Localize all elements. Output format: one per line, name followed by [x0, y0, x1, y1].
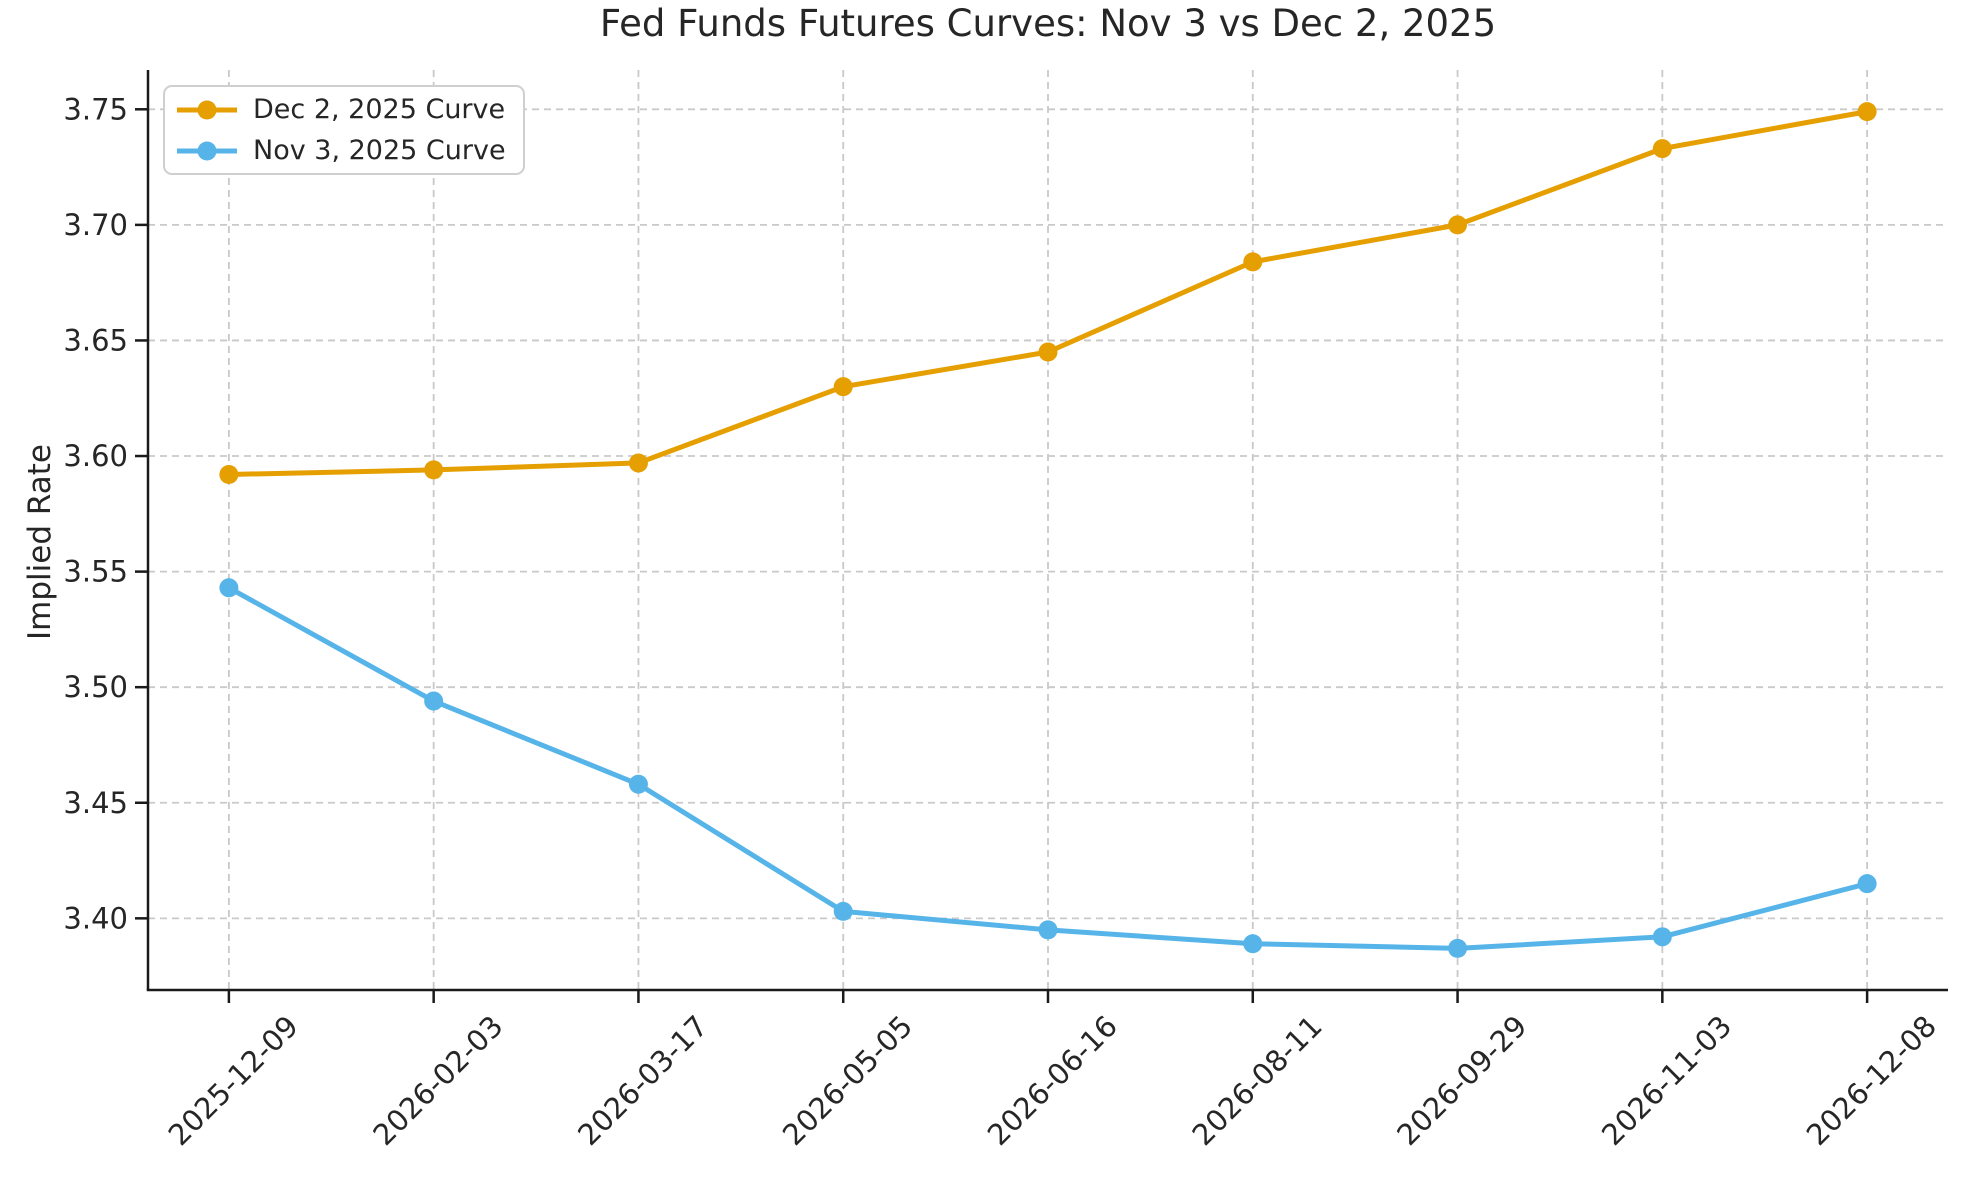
x-tick-label: 2026-09-29	[1390, 1009, 1533, 1152]
x-tick-label: 2026-06-16	[981, 1009, 1124, 1152]
x-tick-label: 2026-05-05	[776, 1009, 919, 1152]
x-tick-label: 2026-03-17	[571, 1009, 714, 1152]
data-point-series-1	[424, 691, 444, 711]
data-point-series-1	[1448, 938, 1468, 958]
data-point-series-1	[1652, 927, 1672, 947]
y-tick-label: 3.60	[63, 439, 128, 473]
legend-line-marker-icon	[177, 100, 237, 119]
chart-title: Fed Funds Futures Curves: Nov 3 vs Dec 2…	[599, 2, 1497, 45]
y-tick-label: 3.40	[63, 901, 128, 935]
data-point-series-1	[1038, 920, 1058, 940]
y-tick-label: 3.45	[63, 786, 128, 820]
y-axis-label: Implied Rate	[22, 444, 58, 640]
data-point-series-0	[1448, 215, 1468, 235]
y-tick-label: 3.55	[63, 555, 128, 589]
data-point-series-1	[219, 578, 239, 598]
legend: Dec 2, 2025 Curve Nov 3, 2025 Curve	[163, 85, 525, 175]
data-point-series-1	[833, 901, 853, 921]
y-tick-label: 3.50	[63, 670, 128, 704]
x-tick-label: 2026-08-11	[1186, 1009, 1329, 1152]
legend-item-dec2-curve: Dec 2, 2025 Curve	[174, 93, 523, 127]
data-point-series-0	[219, 465, 239, 485]
x-tick-label: 2026-12-08	[1800, 1009, 1943, 1152]
legend-line-marker-icon	[177, 141, 237, 160]
data-point-series-0	[833, 377, 853, 397]
y-tick-label: 3.75	[63, 92, 128, 126]
y-tick-label: 3.65	[63, 323, 128, 357]
data-point-series-0	[1652, 139, 1672, 159]
legend-label-dec2: Dec 2, 2025 Curve	[253, 94, 506, 125]
x-tick-label: 2025-12-09	[162, 1009, 305, 1152]
x-tick-label: 2026-02-03	[366, 1009, 509, 1152]
legend-item-nov3-curve: Nov 3, 2025 Curve	[174, 134, 523, 168]
legend-swatch-dot	[197, 141, 217, 160]
data-point-series-1	[628, 774, 648, 794]
data-point-series-1	[1857, 874, 1877, 894]
data-point-series-0	[1857, 102, 1877, 122]
data-point-series-0	[424, 460, 444, 480]
y-tick-label: 3.70	[63, 208, 128, 242]
data-point-series-1	[1243, 934, 1263, 954]
x-tick-label: 2026-11-03	[1595, 1009, 1738, 1152]
data-point-series-0	[1243, 252, 1263, 272]
data-point-series-0	[1038, 342, 1058, 362]
data-point-series-0	[628, 453, 648, 473]
legend-swatch-dot	[197, 100, 217, 119]
legend-label-nov3: Nov 3, 2025 Curve	[253, 135, 506, 166]
